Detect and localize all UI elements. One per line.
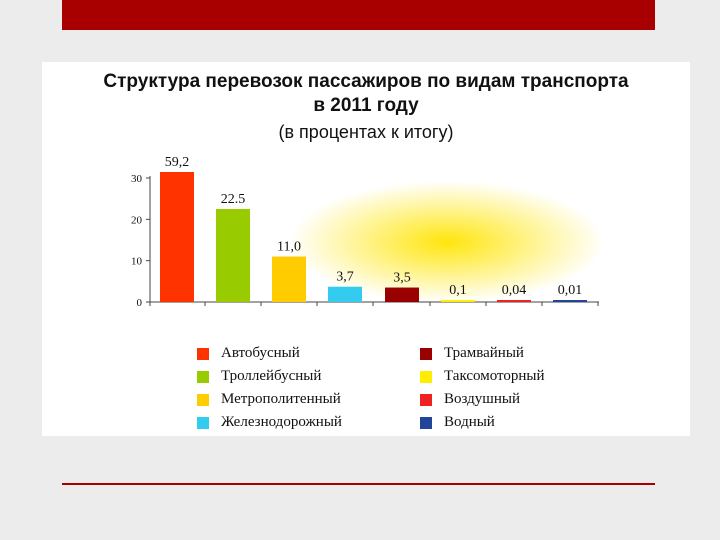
- legend-swatch: [197, 371, 209, 383]
- data-label: 0,04: [502, 283, 527, 298]
- background-glow: [292, 182, 602, 302]
- chart-card: Структура перевозок пассажиров по видам …: [42, 62, 690, 436]
- legend-label: Трамвайный: [444, 345, 524, 361]
- legend-swatch: [420, 371, 432, 383]
- bar: [385, 287, 419, 302]
- legend-label: Автобусный: [221, 345, 300, 361]
- legend-swatch: [197, 348, 209, 360]
- legend-swatch: [420, 348, 432, 360]
- y-tick-label: 20: [131, 214, 143, 226]
- legend-label: Водный: [444, 414, 495, 430]
- bar: [441, 300, 475, 302]
- bar: [553, 300, 587, 302]
- y-tick-label: 30: [131, 173, 143, 185]
- legend-label: Троллейбусный: [221, 368, 322, 384]
- bottom-accent-line: [62, 483, 655, 485]
- data-label: 11,0: [277, 240, 301, 255]
- bar: [216, 209, 250, 302]
- bar: [328, 286, 362, 302]
- chart-title: Структура перевозок пассажиров по видам …: [42, 70, 690, 118]
- data-label: 59,2: [165, 155, 190, 170]
- legend-swatch: [197, 394, 209, 406]
- bar: [160, 172, 194, 302]
- data-label: 0,01: [558, 283, 583, 298]
- legend-swatch: [420, 417, 432, 429]
- legend-label: Таксомоторный: [444, 368, 545, 384]
- title-line-1: Структура перевозок пассажиров по видам …: [103, 71, 629, 92]
- bar: [272, 256, 306, 302]
- legend-label: Железнодорожный: [221, 414, 342, 430]
- data-label: 3,5: [393, 271, 411, 286]
- bar: [497, 300, 531, 302]
- data-label: 22.5: [221, 192, 246, 207]
- legend-label: Метрополитенный: [221, 391, 341, 407]
- legend-swatch: [197, 417, 209, 429]
- y-tick-label: 10: [131, 256, 143, 268]
- legend-swatch: [420, 394, 432, 406]
- bar-chart: 0 10 20 30 59,2 22.5 11,0 3,7 3,5 0,1 0,04 0,01: [131, 155, 599, 309]
- top-accent-bar: [62, 0, 655, 30]
- data-label: 3,7: [336, 270, 354, 285]
- y-tick-label: 0: [137, 297, 143, 309]
- data-label: 0,1: [449, 283, 467, 298]
- legend-label: Воздушный: [444, 391, 520, 407]
- chart-subtitle: (в процентах к итогу): [278, 122, 454, 142]
- title-line-2: в 2011 году: [313, 95, 419, 116]
